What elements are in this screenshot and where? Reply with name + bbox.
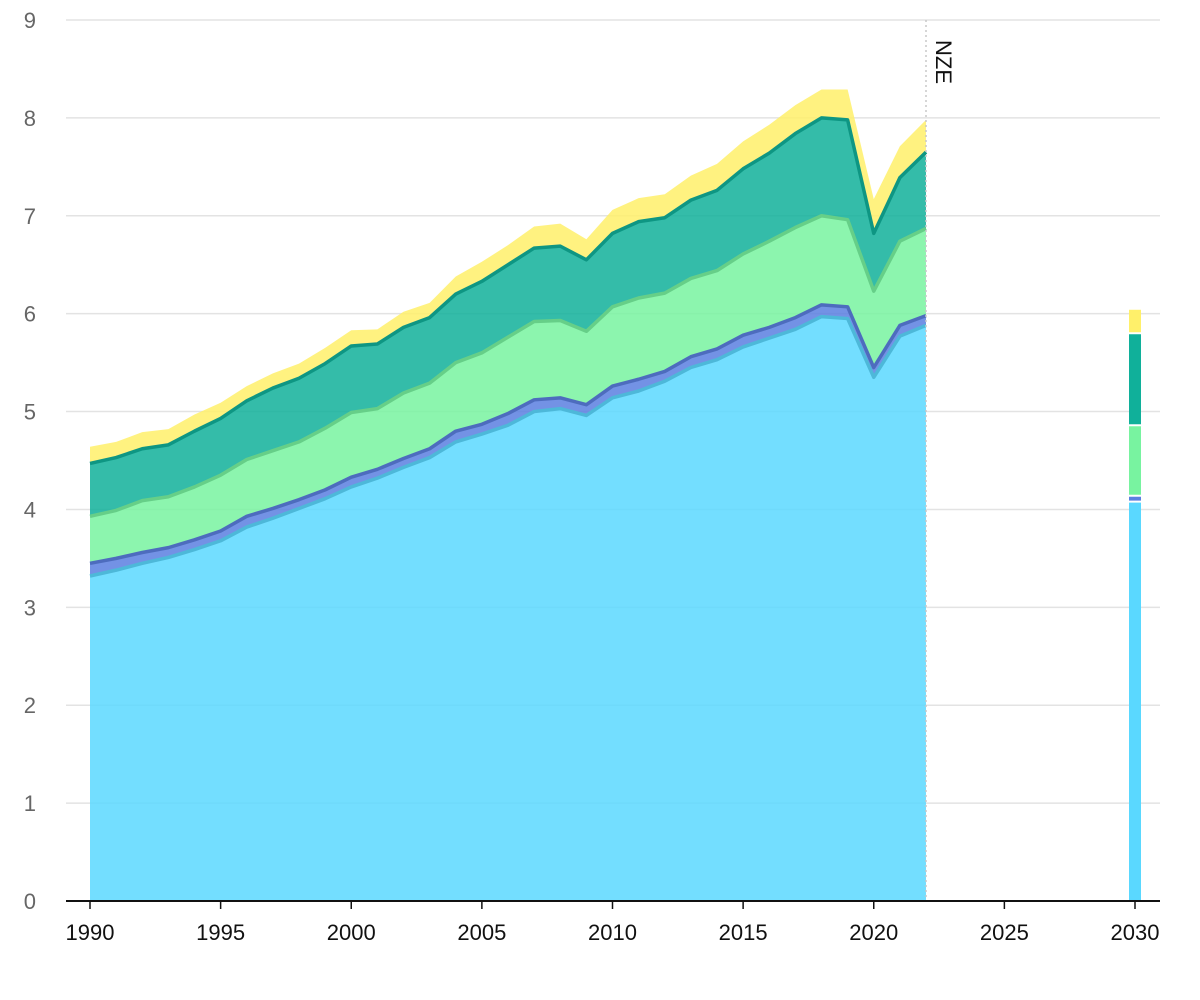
x-tick-label: 2010 bbox=[588, 920, 637, 945]
series-line-4 bbox=[89, 116, 928, 466]
series-lines bbox=[89, 116, 928, 578]
x-tick-label: 2015 bbox=[719, 920, 768, 945]
bar-2030-segment-5 bbox=[1129, 309, 1141, 333]
bar-2030-segment-1 bbox=[1129, 502, 1141, 900]
x-tick-label: 2030 bbox=[1111, 920, 1160, 945]
y-tick-label: 6 bbox=[24, 302, 36, 327]
x-tick-label: 2005 bbox=[457, 920, 506, 945]
nze-marker-label: NZE bbox=[931, 40, 956, 84]
y-axis-ticks: 0 1 2 3 4 5 6 7 8 9 bbox=[24, 8, 36, 914]
x-tick-label: 2020 bbox=[849, 920, 898, 945]
x-axis-ticks: 1990 1995 2000 2005 2010 2015 2020 2025 2030 bbox=[66, 901, 1160, 945]
y-tick-label: 9 bbox=[24, 8, 36, 33]
bar-2030-segment-4 bbox=[1129, 334, 1141, 425]
y-tick-label: 5 bbox=[24, 400, 36, 425]
area-series-5 bbox=[90, 89, 926, 464]
y-tick-label: 4 bbox=[24, 497, 36, 522]
series-line-3 bbox=[89, 214, 927, 519]
nze-marker: NZE bbox=[925, 20, 956, 901]
y-tick-label: 8 bbox=[24, 106, 36, 131]
area-series bbox=[90, 89, 926, 901]
x-tick-label: 1990 bbox=[66, 920, 115, 945]
y-tick-label: 2 bbox=[24, 693, 36, 718]
bar-2030 bbox=[1129, 309, 1141, 900]
bar-2030-segment-3 bbox=[1129, 426, 1141, 495]
y-tick-label: 0 bbox=[24, 889, 36, 914]
bar-2030-segment-2 bbox=[1129, 496, 1141, 501]
y-tick-label: 3 bbox=[24, 595, 36, 620]
y-tick-label: 1 bbox=[24, 791, 36, 816]
area-series-4 bbox=[90, 117, 926, 517]
y-tick-label: 7 bbox=[24, 204, 36, 229]
series-line-1 bbox=[89, 314, 927, 578]
series-line-2 bbox=[89, 303, 927, 566]
area-series-3 bbox=[90, 215, 926, 564]
x-tick-label: 1995 bbox=[196, 920, 245, 945]
area-series-1 bbox=[90, 316, 926, 901]
x-tick-label: 2025 bbox=[980, 920, 1029, 945]
x-tick-label: 2000 bbox=[327, 920, 376, 945]
